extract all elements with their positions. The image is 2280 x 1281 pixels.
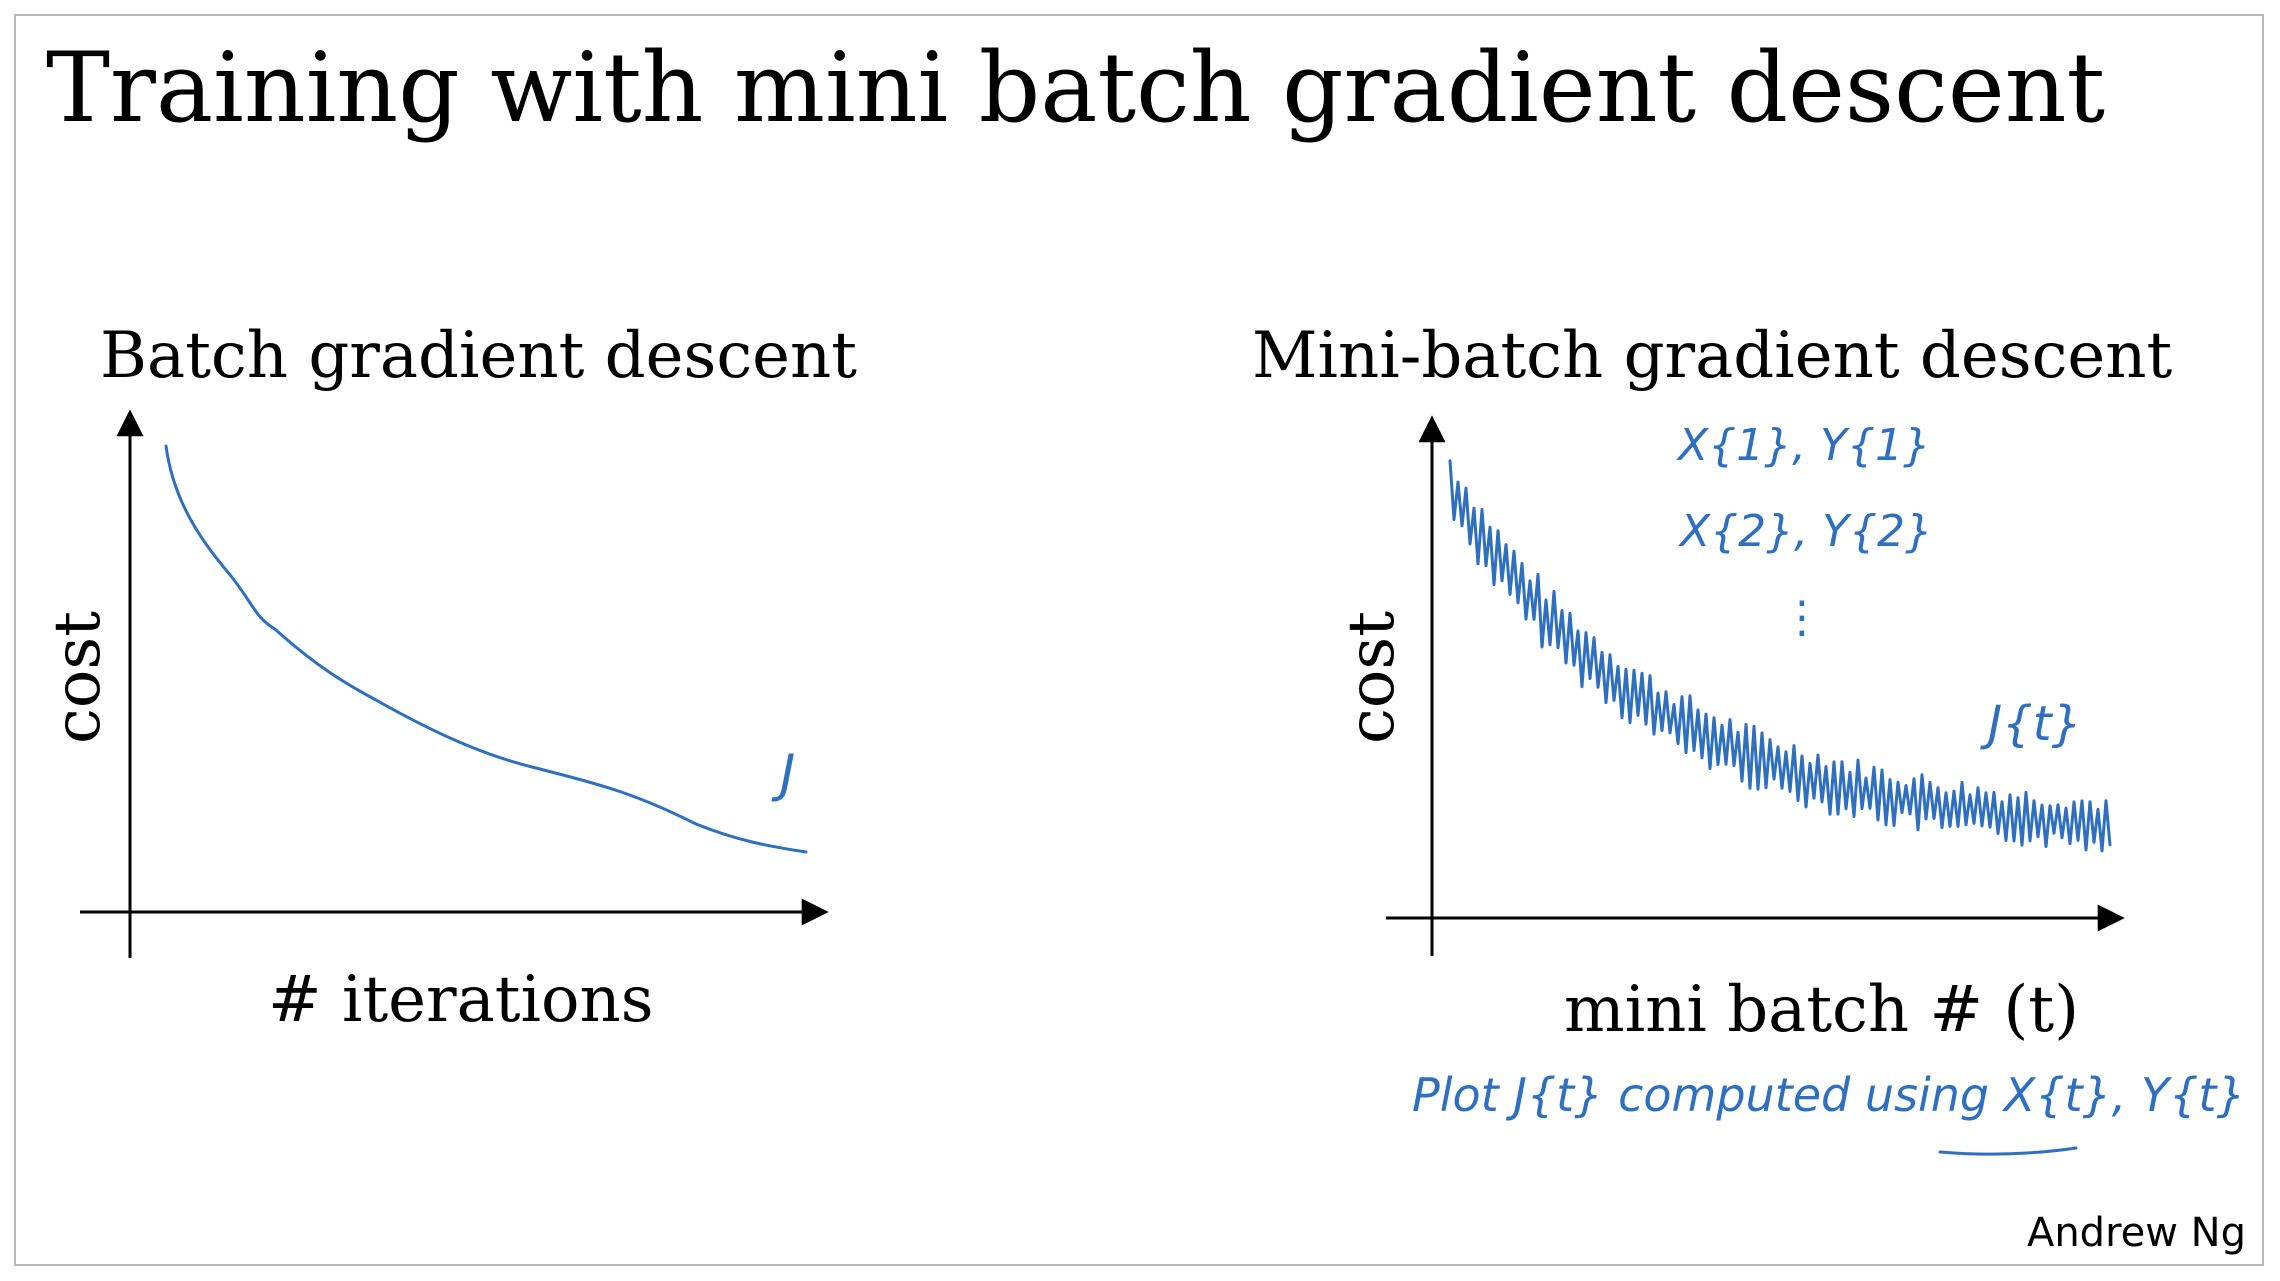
batch-curve-label: J <box>780 744 796 804</box>
minibatch-note-1: X{1}, Y{1} <box>1678 420 1931 471</box>
author-credit: Andrew Ng <box>2026 1210 2246 1256</box>
batch-cost-curve <box>164 444 808 854</box>
minibatch-note-ellipsis: ⋮ <box>1780 592 1824 643</box>
minibatch-cost-curve <box>1448 459 2112 853</box>
minibatch-x-axis-label: mini batch # (t) <box>1564 973 2080 1047</box>
minibatch-chart-title: Mini-batch gradient descent <box>1252 319 2173 393</box>
minibatch-caption: Plot J{t} computed using X{t}, Y{t} <box>1412 1068 2246 1122</box>
minibatch-curve-label: J{t} <box>1988 696 2083 752</box>
minibatch-note-2: X{2}, Y{2} <box>1680 506 1933 557</box>
diagram-drawing <box>80 409 2125 1156</box>
slide-title: Training with mini batch gradient descen… <box>46 32 2106 144</box>
slide: Training with mini batch gradient descen… <box>14 14 2264 1266</box>
batch-chart-title: Batch gradient descent <box>100 319 857 393</box>
batch-x-axis-label: # iterations <box>268 963 654 1037</box>
caption-underline <box>1938 1146 2078 1156</box>
